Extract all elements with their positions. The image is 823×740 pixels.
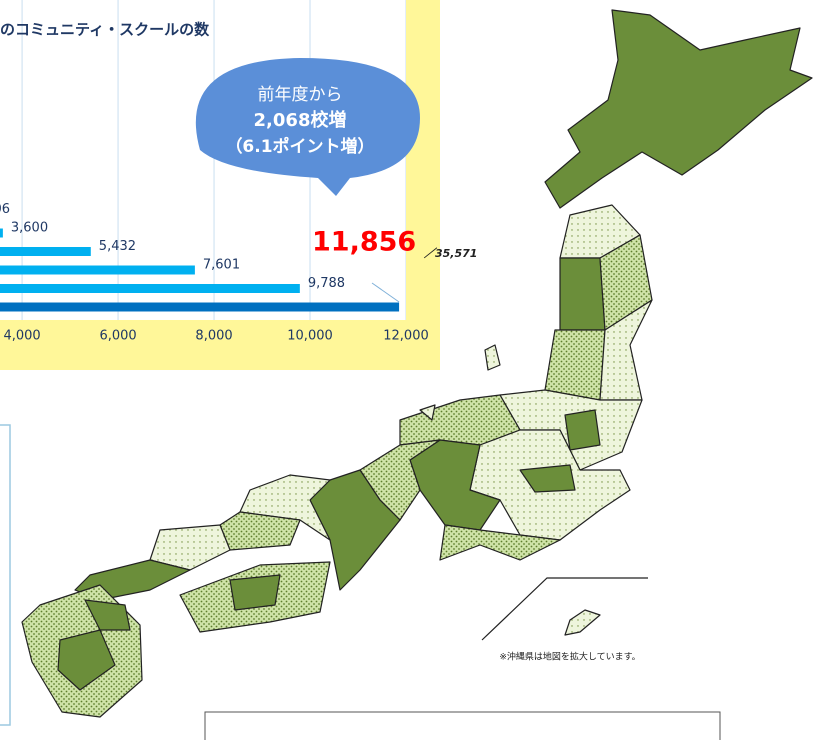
side-box [0, 424, 11, 726]
callout-line: 2,068校増 [254, 109, 347, 131]
total-label: ／35,571 [423, 247, 477, 260]
prefecture [84, 599, 131, 631]
island [484, 344, 501, 371]
inset-border [481, 577, 648, 641]
value-label: 5,432 [99, 239, 136, 254]
prefecture [439, 524, 561, 561]
prefecture [239, 474, 331, 541]
map [21, 9, 813, 718]
value-label: 9,788 [308, 276, 345, 291]
bar [0, 302, 400, 312]
prefecture [149, 524, 231, 571]
x-tick-label: 6,000 [99, 329, 136, 344]
okinawa [564, 609, 601, 636]
chart-title: のコミュニティ・スクールの数 [0, 21, 210, 39]
prefecture [229, 574, 281, 611]
x-tick-label: 8,000 [195, 329, 232, 344]
hokkaido [544, 9, 813, 209]
callout-line: 前年度から [258, 85, 343, 105]
chart: 2,3892,8063,6005,4327,6019,7884,0006,000… [0, 0, 477, 344]
x-tick-label: 4,000 [3, 329, 40, 344]
value-label: 7,601 [203, 258, 240, 273]
prefecture [519, 464, 576, 493]
bar [0, 228, 3, 238]
prefecture [599, 299, 653, 401]
map-note: ※沖縄県は地図を拡大しています。 [499, 651, 640, 663]
x-tick-label: 12,000 [383, 329, 429, 344]
bar [0, 265, 195, 275]
x-tick-label: 10,000 [287, 329, 333, 344]
callout-line: （6.1ポイント増） [225, 136, 374, 157]
prefecture [559, 257, 606, 331]
bottom-box [204, 711, 721, 740]
value-label: 2,806 [0, 202, 10, 217]
bar [0, 284, 300, 293]
value-label: 11,856 [312, 227, 416, 258]
prefecture [564, 409, 601, 451]
prefecture [219, 511, 301, 551]
bar [0, 247, 91, 256]
island [419, 404, 436, 421]
value-label: 3,600 [11, 221, 48, 236]
leader-line [371, 282, 400, 303]
prefecture [57, 629, 116, 691]
prefecture [544, 329, 606, 401]
callout-bubble [195, 58, 420, 196]
